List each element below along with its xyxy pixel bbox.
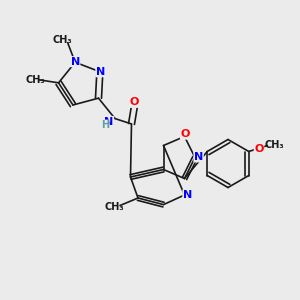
Text: CH₃: CH₃ xyxy=(26,75,45,85)
Text: CH₃: CH₃ xyxy=(105,202,124,212)
Text: N: N xyxy=(70,57,80,67)
Text: O: O xyxy=(180,129,190,139)
Text: N: N xyxy=(183,190,192,200)
Text: N: N xyxy=(96,67,105,77)
Text: N: N xyxy=(104,117,114,127)
Text: O: O xyxy=(254,144,264,154)
Text: CH₃: CH₃ xyxy=(52,35,72,45)
Text: H: H xyxy=(101,120,109,130)
Text: O: O xyxy=(130,98,139,107)
Text: N: N xyxy=(194,152,203,162)
Text: CH₃: CH₃ xyxy=(264,140,284,150)
